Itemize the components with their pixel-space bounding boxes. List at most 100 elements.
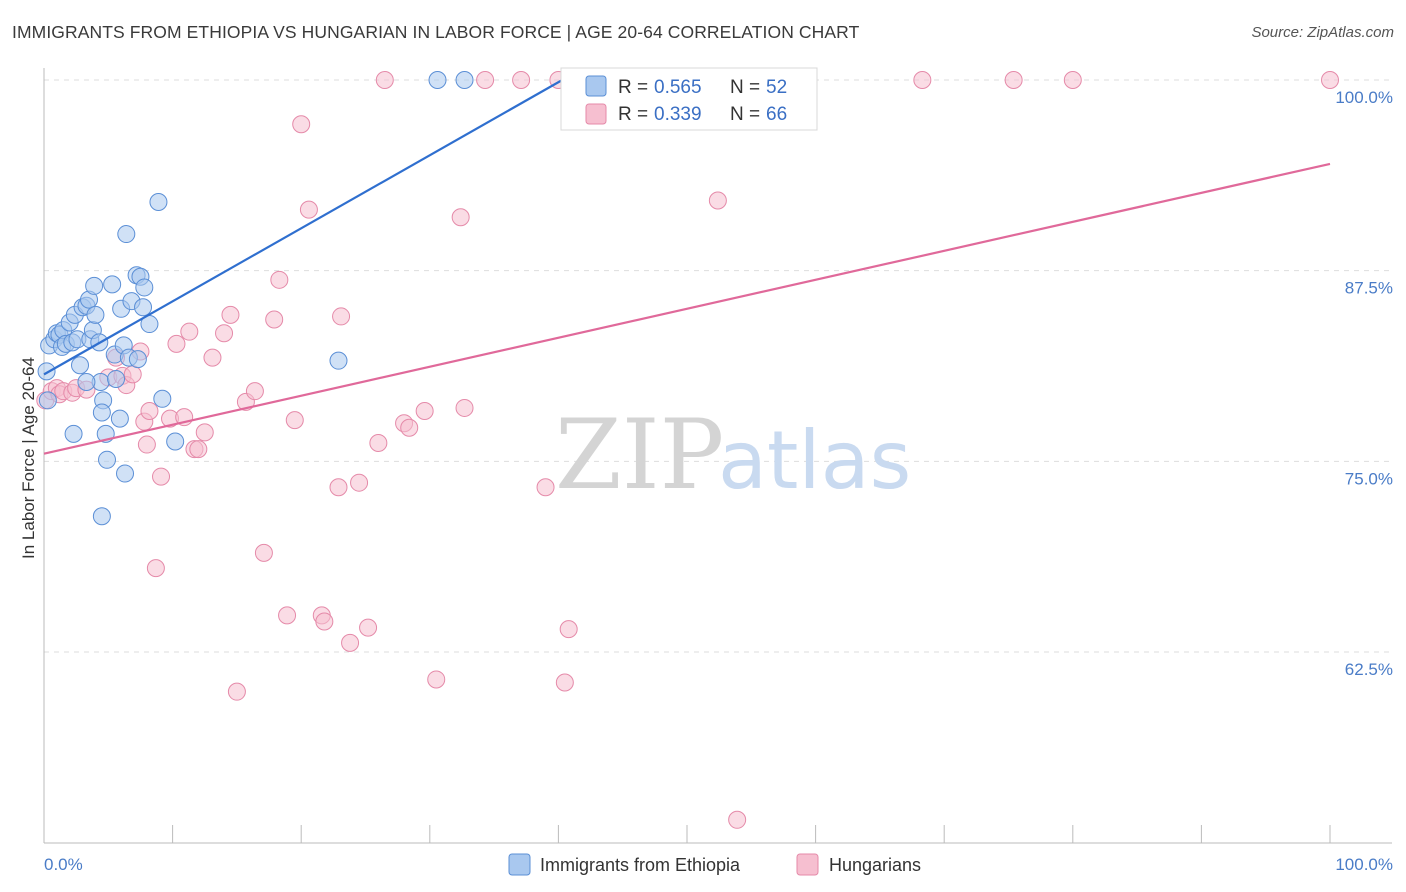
point-ethiopia-44: [166, 432, 185, 451]
series-hungarians-points: [36, 71, 1339, 829]
trendline-hungarians: [43, 162, 1331, 455]
point-ethiopia-25: [98, 450, 117, 469]
point-hungarians-32: [254, 543, 273, 562]
point-hungarians-47: [375, 71, 394, 89]
point-ethiopia-43: [153, 389, 172, 408]
point-hungarians-62: [1004, 71, 1023, 89]
point-hungarians-49: [400, 418, 419, 437]
chart-source: Source: ZipAtlas.com: [1251, 24, 1394, 41]
point-hungarians-44: [350, 473, 369, 492]
legend-r-label-ethiopia: R =: [618, 77, 648, 98]
watermark-zip: ZIP: [555, 399, 724, 511]
point-hungarians-64: [1321, 71, 1339, 89]
point-hungarians-15: [137, 435, 156, 454]
point-hungarians-37: [292, 115, 311, 134]
point-ethiopia-46: [428, 71, 447, 89]
point-hungarians-45: [359, 618, 378, 637]
point-ethiopia-33: [117, 225, 136, 244]
point-hungarians-12: [123, 365, 142, 384]
point-hungarians-36: [285, 411, 304, 430]
point-ethiopia-37: [128, 350, 147, 369]
point-hungarians-38: [299, 200, 318, 219]
legend-swatch-hungarians: [585, 103, 607, 125]
legend-n-label-ethiopia: N =: [730, 77, 760, 98]
point-ethiopia-1: [38, 391, 57, 410]
point-hungarians-61: [913, 71, 932, 89]
legend-n-value-ethiopia: 52: [766, 77, 787, 98]
legend-bottom-label-hungarians: Hungarians: [829, 855, 921, 875]
legend-n-label-hungarians: N =: [730, 104, 760, 125]
point-ethiopia-39: [134, 298, 153, 317]
legend-r-label-hungarians: R =: [618, 104, 648, 125]
point-ethiopia-49: [64, 424, 83, 443]
point-hungarians-28: [221, 305, 240, 324]
trendline-ethiopia: [43, 79, 563, 376]
legend-r-value-hungarians: 0.339: [654, 104, 702, 125]
point-ethiopia-40: [135, 278, 154, 297]
point-hungarians-52: [451, 208, 470, 227]
point-ethiopia-45: [329, 351, 348, 370]
gridlines: [44, 79, 1392, 653]
point-hungarians-43: [341, 633, 360, 652]
point-hungarians-55: [512, 71, 531, 89]
legend-swatch-ethiopia: [585, 75, 607, 97]
y-axis-title: In Labor Force | Age 20-64: [19, 357, 38, 559]
point-ethiopia-29: [110, 409, 129, 428]
y-tick-labels: 62.5% 75.0% 87.5% 100.0%: [1335, 88, 1393, 679]
x-tick-label-1: 100.0%: [1335, 855, 1393, 874]
legend-r-value-ethiopia: 0.565: [654, 77, 702, 98]
legend-bottom-swatch-hungarians: [796, 853, 819, 876]
watermark: ZIP atlas: [555, 399, 911, 511]
point-ethiopia-32: [116, 464, 135, 483]
point-hungarians-60: [728, 810, 747, 829]
point-ethiopia-20: [86, 305, 105, 324]
point-hungarians-35: [278, 606, 297, 625]
point-ethiopia-0: [37, 362, 56, 381]
point-hungarians-22: [180, 322, 199, 341]
point-hungarians-26: [203, 348, 222, 367]
point-hungarians-31: [245, 382, 264, 401]
point-hungarians-27: [215, 324, 234, 343]
point-ethiopia-19: [85, 276, 104, 295]
legend-bottom-swatch-ethiopia: [508, 853, 531, 876]
point-hungarians-54: [476, 71, 495, 89]
legend-n-value-hungarians: 66: [766, 104, 787, 125]
x-tick-labels: 0.0% 100.0%: [44, 855, 1393, 874]
point-ethiopia-42: [149, 193, 168, 212]
point-hungarians-57: [555, 673, 574, 692]
legend-stats: R = 0.565 N = 52 R = 0.339 N = 66: [560, 67, 818, 131]
point-hungarians-29: [227, 682, 246, 701]
x-tick-label-0: 0.0%: [44, 855, 83, 874]
series-ethiopia-points: [37, 71, 474, 526]
point-hungarians-63: [1063, 71, 1082, 89]
watermark-atlas: atlas: [718, 414, 911, 507]
point-hungarians-34: [270, 270, 289, 289]
point-hungarians-50: [415, 401, 434, 420]
point-ethiopia-26: [103, 275, 122, 294]
axes: [43, 68, 1392, 844]
point-ethiopia-51: [92, 507, 111, 526]
point-hungarians-20: [167, 334, 186, 353]
point-ethiopia-47: [455, 71, 474, 89]
point-hungarians-16: [140, 401, 159, 420]
trendlines: [43, 79, 1331, 455]
point-ethiopia-13: [71, 356, 90, 375]
point-hungarians-40: [315, 612, 334, 631]
point-hungarians-53: [455, 398, 474, 417]
y-tick-label-0: 62.5%: [1345, 660, 1393, 679]
chart-title: IMMIGRANTS FROM ETHIOPIA VS HUNGARIAN IN…: [12, 22, 860, 42]
point-hungarians-56: [536, 478, 555, 497]
point-hungarians-42: [332, 307, 351, 326]
y-tick-label-3: 100.0%: [1335, 88, 1393, 107]
point-hungarians-41: [329, 478, 348, 497]
point-hungarians-59: [708, 191, 727, 210]
legend-series: Immigrants from Ethiopia Hungarians: [508, 853, 921, 876]
point-ethiopia-48: [77, 373, 96, 392]
point-hungarians-58: [559, 620, 578, 639]
y-tick-label-1: 75.0%: [1345, 469, 1393, 488]
point-hungarians-33: [265, 310, 284, 329]
y-tick-label-2: 87.5%: [1345, 279, 1393, 298]
legend-bottom-label-ethiopia: Immigrants from Ethiopia: [540, 855, 741, 875]
point-hungarians-18: [152, 467, 171, 486]
